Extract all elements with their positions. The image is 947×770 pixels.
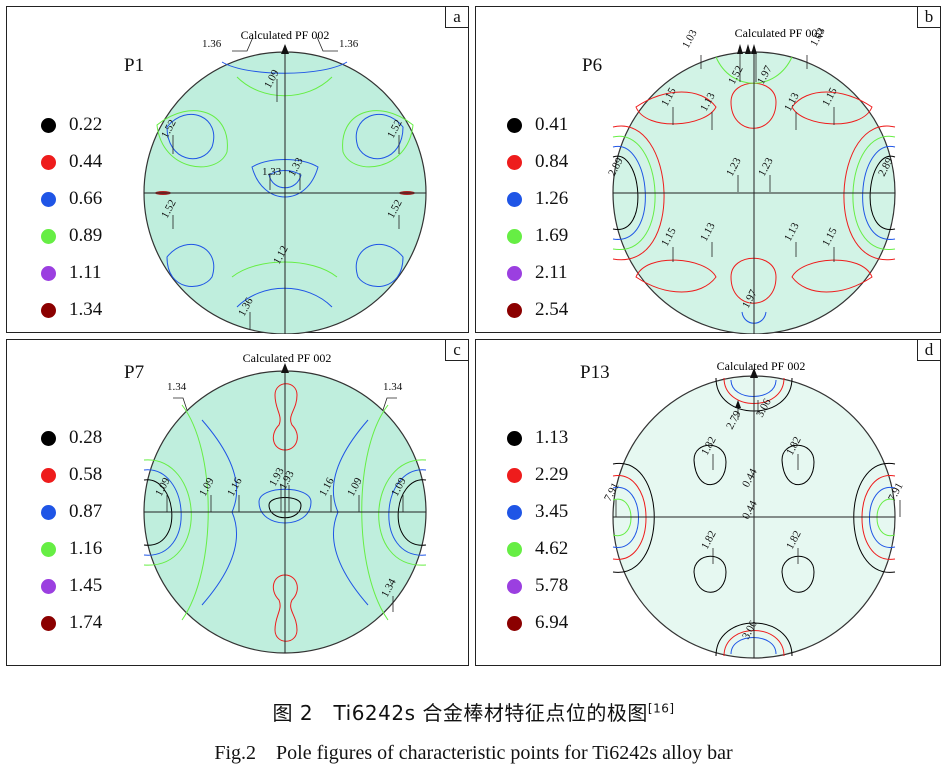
caption-cn-text: 图 2 Ti6242s 合金棒材特征点位的极图 (272, 701, 648, 725)
legend-item: 1.13 (507, 428, 617, 465)
legend-item: 1.45 (41, 576, 151, 613)
legend-item: 3.45 (507, 502, 617, 539)
legend-item: 1.69 (507, 226, 617, 263)
pole-figure-panel-b: 1.03 1.03 1.52 1.97 1.15 1.13 1.13 1.15 … (475, 6, 941, 334)
pf-title: Calculated PF 002 (717, 359, 806, 373)
figure-caption-en: Fig.2 Pole figures of characteristic poi… (214, 742, 733, 764)
contour-label: 1.36 (339, 38, 359, 50)
pole-figure-b-plot: 1.03 1.03 1.52 1.97 1.15 1.13 1.13 1.15 … (606, 25, 896, 334)
pole-figure-c-plot: 1.34 1.34 1.09 1.09 1.16 1.93 1.93 1.16 … (143, 351, 427, 654)
legend-item: 5.78 (507, 576, 617, 613)
legend-item: 1.74 (41, 613, 151, 650)
panel-tag: d (917, 339, 941, 361)
legend-item: 4.62 (507, 539, 617, 576)
legend-item: 0.28 (41, 428, 151, 465)
pole-figure-panel-c: 1.34 1.34 1.09 1.09 1.16 1.93 1.93 1.16 … (6, 339, 469, 666)
legend: 0.41 0.84 1.26 1.69 2.11 2.54 (507, 115, 617, 337)
legend-item: 2.29 (507, 465, 617, 502)
pole-figure-d-plot: 2.79 3.06 1.82 1.82 0.44 7.91 0.44 7.91 … (602, 359, 906, 659)
legend-item: 2.11 (507, 263, 617, 300)
legend-item: 6.94 (507, 613, 617, 650)
contour-label: 1.34 (383, 381, 403, 393)
legend-item: 0.89 (41, 226, 151, 263)
legend-item: 1.34 (41, 300, 151, 337)
panel-name: P13 (580, 362, 610, 383)
contour-label: 1.34 (167, 381, 187, 393)
contour-label: 1.03 (680, 27, 700, 50)
pole-figure-panel-d: 2.79 3.06 1.82 1.82 0.44 7.91 0.44 7.91 … (475, 339, 941, 666)
panel-tag: b (917, 6, 941, 28)
figure-caption-cn: 图 2 Ti6242s 合金棒材特征点位的极图[16] (0, 697, 947, 726)
pole-figure-panel-a: 1.36 1.36 1.09 1.52 1.52 1.33 1.33 1.52 … (6, 6, 469, 334)
legend-item: 1.26 (507, 189, 617, 226)
legend-item: 0.41 (507, 115, 617, 152)
legend-item: 1.16 (41, 539, 151, 576)
legend-item: 0.22 (41, 115, 151, 152)
contour-label: 1.36 (202, 38, 222, 50)
legend-item: 2.54 (507, 300, 617, 337)
legend: 1.13 2.29 3.45 4.62 5.78 6.94 (507, 428, 617, 650)
legend-item: 0.66 (41, 189, 151, 226)
legend-item: 1.11 (41, 263, 151, 300)
legend-item: 0.84 (507, 152, 617, 189)
contour-label: 1.33 (262, 166, 282, 178)
pf-title: Calculated PF 002 (241, 28, 330, 42)
pf-title: Calculated PF 002 (735, 26, 824, 40)
panel-tag: c (445, 339, 469, 361)
pf-title: Calculated PF 002 (243, 351, 332, 365)
legend-item: 0.44 (41, 152, 151, 189)
legend-item: 0.87 (41, 502, 151, 539)
legend-item: 0.58 (41, 465, 151, 502)
panel-name: P7 (124, 362, 145, 383)
legend: 0.22 0.44 0.66 0.89 1.11 1.34 (41, 115, 151, 337)
pole-figure-a-plot: 1.36 1.36 1.09 1.52 1.52 1.33 1.33 1.52 … (143, 28, 427, 334)
legend: 0.28 0.58 0.87 1.16 1.45 1.74 (41, 428, 151, 650)
caption-reference: [16] (647, 701, 675, 716)
panel-name: P1 (124, 55, 145, 76)
panel-name: P6 (582, 55, 603, 76)
panel-tag: a (445, 6, 469, 28)
